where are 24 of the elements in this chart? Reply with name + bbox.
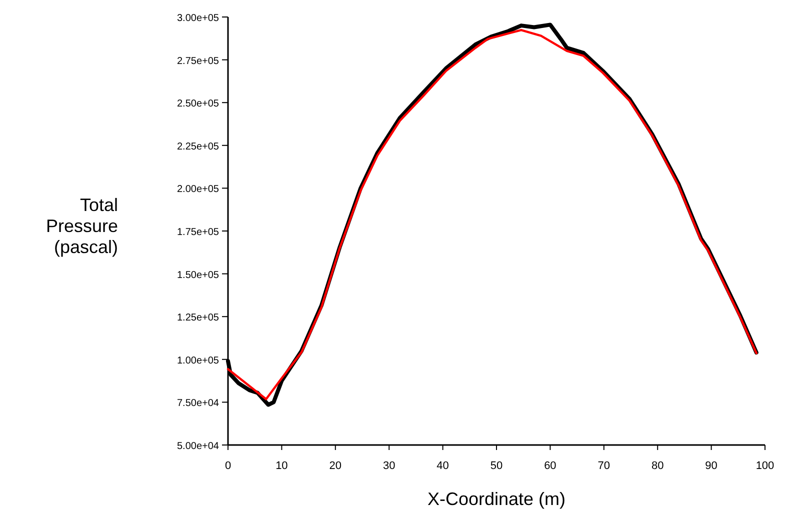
y-tick-label: 1.50e+05 [177, 270, 220, 281]
y-tick-label: 1.25e+05 [177, 312, 220, 324]
y-tick-label: 5.00e+04 [177, 441, 220, 452]
x-tick-label: 50 [490, 460, 503, 472]
y-tick-label: 7.50e+04 [177, 398, 220, 410]
x-tick-label: 0 [224, 460, 232, 472]
x-tick-label: 80 [651, 460, 664, 472]
x-tick-label: 60 [544, 460, 556, 472]
y-tick-label: 2.25e+05 [177, 141, 220, 152]
y-axis-title: Total Pressure (pascal) [46, 195, 118, 257]
y-tick-label: 2.75e+05 [177, 56, 220, 67]
x-tick-label: 20 [329, 460, 342, 472]
x-tick-label: 90 [705, 460, 718, 472]
y-tick-label: 2.00e+05 [177, 184, 220, 196]
x-tick-label: 40 [436, 460, 449, 472]
y-tick-label: 2.50e+05 [177, 98, 220, 110]
x-tick-label: 70 [598, 460, 610, 472]
y-tick-label: 1.75e+05 [177, 227, 220, 238]
x-axis-title: X-Coordinate (m) [427, 489, 566, 509]
x-tick-label: 10 [276, 460, 288, 472]
x-tick-label: 100 [756, 460, 774, 472]
y-tick-label: 1.00e+05 [177, 355, 220, 366]
x-tick-label: 30 [382, 460, 396, 472]
y-tick-label: 3.00e+05 [177, 13, 220, 24]
